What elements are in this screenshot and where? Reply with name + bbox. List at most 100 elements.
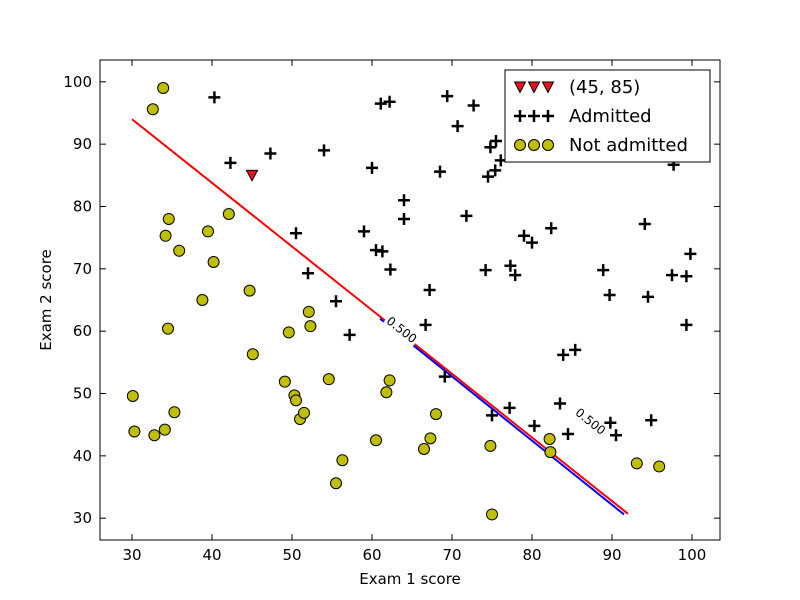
not-admitted-point	[383, 374, 396, 387]
not-admitted-point	[146, 103, 159, 116]
not-admitted-point	[653, 460, 666, 473]
admitted-point	[383, 95, 396, 108]
not-admitted-point	[278, 375, 291, 388]
admitted-point	[358, 225, 370, 238]
legend-marker	[528, 110, 540, 122]
not-admitted-point	[173, 244, 186, 257]
not-admitted-point	[484, 439, 497, 452]
y-tick-label: 90	[73, 135, 92, 153]
x-tick-label: 100	[678, 546, 707, 564]
admitted-point	[384, 263, 397, 276]
x-tick-label: 50	[282, 546, 301, 564]
not-admitted-point	[298, 406, 310, 419]
admitted-point	[479, 264, 492, 277]
admitted-point	[528, 419, 541, 432]
legend-label: Admitted	[569, 106, 652, 127]
admitted-point	[509, 269, 522, 282]
legend-label: (45, 85)	[569, 77, 640, 98]
admitted-point	[569, 343, 582, 356]
admitted-point	[545, 222, 558, 235]
y-axis-label: Exam 2 score	[37, 249, 55, 351]
not-admitted-point	[168, 406, 181, 419]
not-admitted-point	[128, 425, 141, 438]
admitted-point	[398, 212, 410, 225]
not-admitted-point	[290, 394, 302, 407]
admitted-point	[423, 284, 436, 297]
admitted-point	[441, 90, 454, 103]
not-admitted-point	[126, 390, 139, 402]
admitted-point	[680, 318, 693, 331]
legend-marker	[542, 110, 554, 122]
admitted-point	[666, 269, 678, 282]
contour-label-gap-1	[381, 311, 422, 349]
admitted-point	[302, 267, 314, 280]
legend-marker	[542, 139, 554, 151]
x-tick-label: 80	[522, 546, 541, 564]
admitted-point	[603, 289, 616, 302]
admitted-point	[597, 264, 610, 277]
admitted-point	[374, 97, 387, 110]
not-admitted-point	[380, 386, 393, 399]
x-axis-label: Exam 1 score	[359, 570, 461, 588]
x-tick-label: 90	[602, 546, 621, 564]
admitted-point	[366, 161, 378, 174]
admitted-point	[504, 259, 517, 272]
admitted-point	[638, 217, 651, 230]
not-admitted-point	[162, 322, 174, 335]
not-admitted-point	[430, 408, 442, 421]
not-admitted-point	[302, 305, 315, 318]
admitted-point	[489, 164, 502, 177]
not-admitted-point	[196, 294, 209, 306]
legend-label: Not admitted	[569, 135, 688, 156]
not-admitted-point	[370, 434, 382, 447]
highlight-point	[245, 169, 259, 182]
not-admitted-point	[162, 212, 175, 225]
admitted-point	[330, 295, 342, 308]
legend-marker	[514, 139, 526, 151]
not-admitted-point	[148, 429, 161, 442]
admitted-point	[526, 236, 538, 249]
x-tick-label: 40	[202, 546, 221, 564]
y-tick-label: 60	[73, 322, 92, 340]
not-admitted-point	[543, 433, 556, 446]
not-admitted-point	[424, 432, 437, 445]
y-tick-label: 30	[73, 509, 92, 527]
not-admitted-point	[158, 423, 171, 436]
admitted-point	[484, 141, 497, 154]
not-admitted-point	[159, 229, 172, 242]
not-admitted-point	[486, 508, 498, 521]
y-tick-label: 40	[73, 447, 92, 465]
admitted-point	[264, 147, 277, 160]
not-admitted-point	[630, 457, 643, 470]
legend-entry: (45, 85)	[513, 77, 640, 98]
not-admitted-point	[222, 207, 235, 220]
x-tick-label: 60	[362, 546, 381, 564]
admitted-point	[451, 120, 464, 133]
admitted-point	[518, 229, 530, 242]
legend-marker	[528, 139, 540, 151]
admitted-point	[467, 99, 480, 112]
admitted-point	[398, 194, 410, 207]
x-tick-label: 30	[122, 546, 141, 564]
admitted-point	[482, 170, 494, 183]
contour-label-gap-2	[570, 403, 611, 440]
not-admitted-point	[246, 348, 259, 361]
admitted-point	[343, 328, 356, 341]
not-admitted-point	[157, 82, 170, 95]
admitted-point	[490, 135, 502, 148]
decision-boundary-line-1	[131, 118, 629, 515]
axes: 30 40 50 60 70 80 90 100 30 40 50 60 70 80 90 100	[63, 59, 721, 564]
admitted-point	[224, 156, 237, 169]
not-admitted-point	[304, 320, 317, 333]
not-admitted-point	[330, 477, 342, 490]
not-admitted-point	[336, 454, 349, 467]
axes-frame	[99, 59, 721, 541]
admitted-point	[434, 165, 446, 178]
not-admitted-point	[544, 446, 557, 459]
admitted-point	[645, 414, 658, 427]
admitted-point	[554, 397, 566, 410]
y-tick-label: 100	[63, 73, 92, 91]
x-tick-label: 70	[442, 546, 461, 564]
y-tick-label: 70	[73, 260, 92, 278]
